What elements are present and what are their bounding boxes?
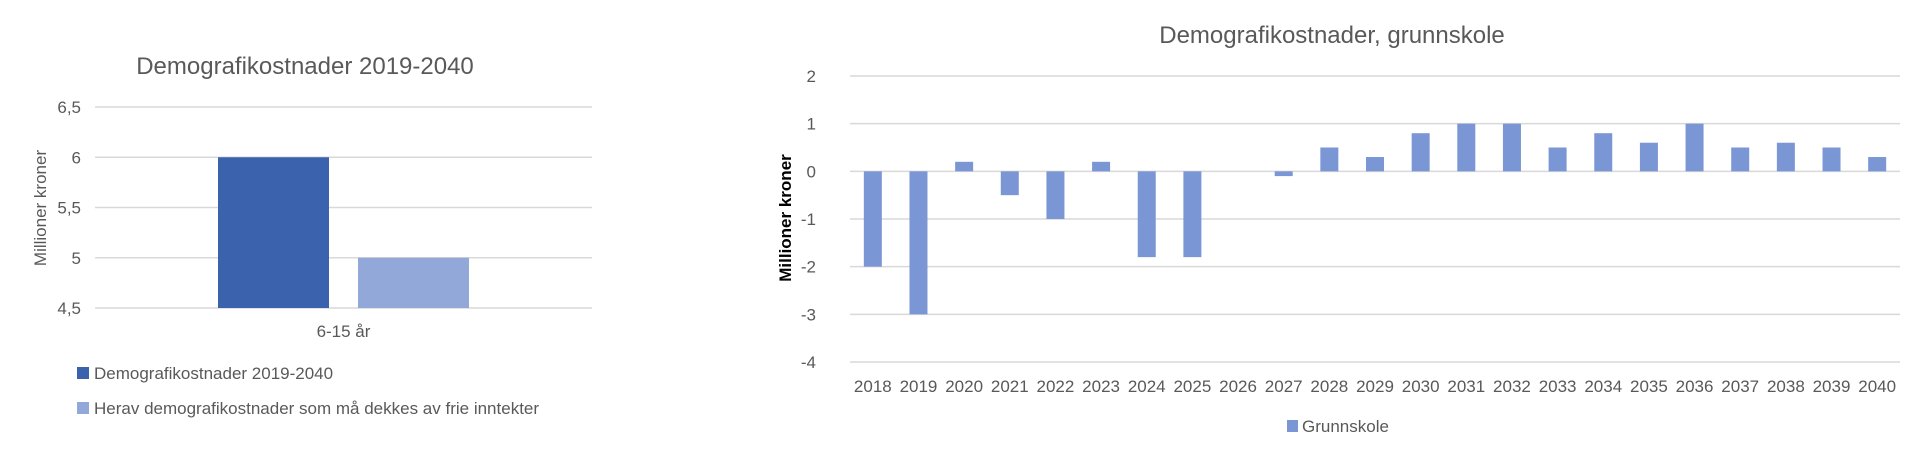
- right-y-tick-label: -3: [801, 305, 816, 324]
- right-chart-panel: Demografikostnader, grunnskole Millioner…: [760, 0, 1920, 457]
- right-legend-label: Grunnskole: [1302, 417, 1389, 436]
- right-y-tick-label: 2: [807, 67, 816, 86]
- right-bar-2032: [1502, 123, 1521, 172]
- left-y-tick-label: 6,5: [57, 98, 81, 117]
- right-x-tick-label: 2018: [854, 377, 892, 396]
- left-y-tick-label: 6: [72, 148, 81, 167]
- right-x-tick-label: 2039: [1813, 377, 1851, 396]
- right-x-tick-label: 2024: [1128, 377, 1166, 396]
- right-x-tick-label: 2025: [1173, 377, 1211, 396]
- left-bar-series-1: [358, 257, 469, 308]
- right-chart-title: Demografikostnader, grunnskole: [1159, 22, 1505, 49]
- left-chart-x-ticks: 6-15 år: [317, 322, 371, 341]
- right-bar-2018: [863, 171, 882, 267]
- right-x-tick-label: 2034: [1584, 377, 1622, 396]
- right-bar-2034: [1594, 133, 1613, 172]
- right-chart-y-ticks: -4 -3 -2 -1 0 1 2: [801, 67, 816, 372]
- right-x-tick-label: 2040: [1858, 377, 1896, 396]
- right-bar-2037: [1731, 147, 1750, 172]
- left-y-tick-label: 5,5: [57, 199, 81, 218]
- left-x-tick-label: 6-15 år: [317, 322, 371, 341]
- right-x-tick-label: 2022: [1037, 377, 1075, 396]
- left-legend-swatch-0: [77, 367, 89, 379]
- right-bar-2029: [1366, 157, 1384, 172]
- right-x-tick-label: 2033: [1539, 377, 1577, 396]
- right-x-tick-label: 2026: [1219, 377, 1257, 396]
- right-x-tick-label: 2023: [1082, 377, 1120, 396]
- left-chart-y-ticks: 4,5 5 5,5 6 6,5: [57, 98, 81, 318]
- right-bar-2027: [1274, 171, 1293, 177]
- right-x-tick-label: 2029: [1356, 377, 1394, 396]
- right-y-tick-label: 1: [807, 115, 816, 134]
- right-x-tick-label: 2019: [900, 377, 938, 396]
- left-y-tick-label: 4,5: [57, 299, 81, 318]
- right-chart-x-ticks: 2018 2019 2020 2021 2022 2023 2024 2025 2026 2027…: [854, 377, 1896, 396]
- right-bar-2038: [1776, 142, 1795, 172]
- right-bar-2036: [1685, 123, 1704, 172]
- right-x-tick-label: 2020: [945, 377, 983, 396]
- right-chart-legend: Grunnskole: [1287, 417, 1389, 436]
- right-bar-2020: [955, 161, 974, 172]
- right-chart: Demografikostnader, grunnskole Millioner…: [776, 22, 1900, 436]
- right-bar-2022: [1046, 171, 1065, 219]
- left-legend-label-0: Demografikostnader 2019-2040: [94, 364, 333, 383]
- right-bar-2039: [1822, 147, 1841, 172]
- left-chart-legend: Demografikostnader 2019-2040 Herav demogr…: [77, 364, 539, 418]
- left-chart-bars: [218, 157, 469, 308]
- right-y-tick-label: -1: [801, 210, 816, 229]
- left-chart-y-axis-label: Millioner kroner: [31, 150, 50, 267]
- right-chart-y-axis-label: Millioner kroner: [776, 154, 795, 282]
- right-bar-2030: [1411, 133, 1430, 172]
- right-bar-2025: [1183, 171, 1202, 258]
- left-chart-panel: Demografikostnader 2019-2040 Millioner k…: [0, 0, 620, 457]
- right-bar-2031: [1457, 123, 1476, 172]
- right-bar-2028: [1320, 147, 1339, 172]
- right-y-tick-label: -4: [801, 353, 816, 372]
- right-bar-2033: [1548, 147, 1567, 172]
- right-x-tick-label: 2027: [1265, 377, 1303, 396]
- right-x-tick-label: 2021: [991, 377, 1029, 396]
- right-bar-2023: [1092, 161, 1111, 172]
- left-bar-series-0: [218, 157, 329, 308]
- left-chart: Demografikostnader 2019-2040 Millioner k…: [31, 53, 592, 418]
- right-bar-2019: [909, 171, 928, 315]
- right-x-tick-label: 2038: [1767, 377, 1805, 396]
- right-chart-grid: [850, 75, 1900, 363]
- right-x-tick-label: 2031: [1447, 377, 1485, 396]
- right-y-tick-label: -2: [801, 258, 816, 277]
- right-bar-2021: [1000, 171, 1019, 196]
- right-x-tick-label: 2028: [1310, 377, 1348, 396]
- right-legend-swatch: [1287, 420, 1298, 432]
- right-bar-2024: [1137, 171, 1156, 258]
- left-y-tick-label: 5: [72, 249, 81, 268]
- right-chart-bars: [863, 123, 1887, 315]
- right-x-tick-label: 2035: [1630, 377, 1668, 396]
- right-x-tick-label: 2032: [1493, 377, 1531, 396]
- left-chart-title: Demografikostnader 2019-2040: [136, 53, 474, 80]
- right-bar-2040: [1868, 157, 1887, 172]
- right-x-tick-label: 2036: [1676, 377, 1714, 396]
- right-x-tick-label: 2030: [1402, 377, 1440, 396]
- right-x-tick-label: 2037: [1721, 377, 1759, 396]
- left-legend-label-1: Herav demografikostnader som må dekkes a…: [94, 399, 539, 418]
- right-bar-2035: [1639, 142, 1658, 172]
- left-legend-swatch-1: [77, 402, 89, 414]
- left-chart-grid: [95, 106, 592, 309]
- right-y-tick-label: 0: [807, 162, 816, 181]
